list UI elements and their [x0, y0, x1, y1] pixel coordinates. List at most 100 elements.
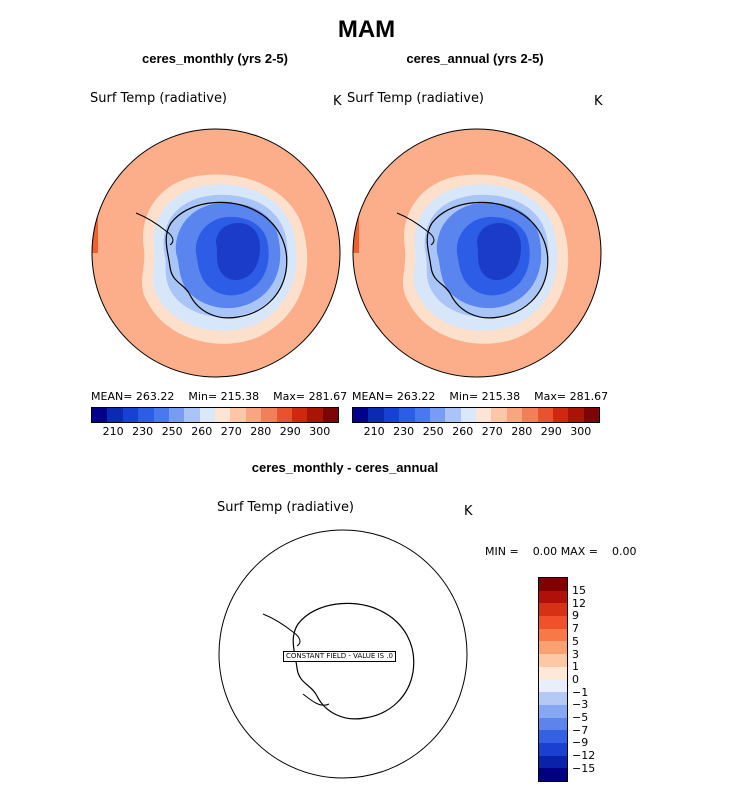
constant-field-label: CONSTANT FIELD - VALUE IS .0 [283, 651, 396, 662]
difference-colorbar-swatch [539, 628, 567, 642]
difference-colorbar [538, 577, 568, 782]
difference-colorbar-swatch [539, 679, 567, 693]
difference-colorbar-tick-label: −1 [572, 685, 589, 699]
difference-colorbar-tick-label: −5 [572, 711, 589, 724]
colorbar-swatch [537, 408, 553, 422]
difference-colorbar-swatch [539, 590, 567, 604]
colorbar-swatch [353, 408, 369, 422]
panel-1-min-value: 215.38 [220, 390, 260, 403]
panel-1-max-label: Max= [273, 390, 306, 403]
panel-2-mean-label: MEAN= [352, 390, 394, 403]
difference-subtitle: ceres_monthly - ceres_annual [251, 460, 439, 475]
colorbar-swatch [245, 408, 262, 422]
difference-colorbar-swatch [539, 768, 567, 781]
difference-colorbar-swatch [539, 742, 567, 756]
colorbar-tick-label: 260 [191, 425, 213, 438]
difference-colorbar-swatch [539, 641, 567, 655]
difference-colorbar-swatch [539, 616, 567, 629]
panel-1-polar-map [91, 128, 341, 378]
panel-2-units: K [594, 94, 603, 109]
panel-1-mean-label: MEAN= [91, 390, 133, 403]
panel-2-max-label: Max= [534, 390, 567, 403]
panel-2-stats: MEAN= 263.22 Min= 215.38 Max= 281.67 [352, 390, 608, 403]
colorbar-tick-label: 290 [540, 425, 562, 438]
colorbar-swatch [460, 408, 476, 422]
difference-colorbar-tick-label: 15 [572, 584, 586, 597]
panel-1-units: K [333, 94, 342, 109]
difference-colorbar-tick-label: −15 [572, 761, 596, 775]
colorbar-swatch [491, 408, 507, 422]
panel-2-max-value: 281.67 [569, 390, 609, 403]
difference-colorbar-tick-label: 9 [572, 609, 579, 623]
colorbar-swatch [568, 408, 584, 422]
colorbar-tick-label: 210 [363, 425, 385, 438]
difference-colorbar-tick-label: −12 [572, 749, 596, 763]
difference-colorbar-tick-label: 5 [572, 634, 579, 648]
colorbar-swatch [138, 408, 154, 422]
colorbar-tick-label: 270 [220, 425, 242, 438]
colorbar-swatch [383, 408, 400, 422]
difference-colorbar-tick-label: 0 [572, 672, 579, 686]
difference-units: K [464, 504, 473, 519]
panel-2-polar-map [352, 128, 602, 378]
colorbar-tick-label: 230 [393, 425, 415, 438]
panel-2-mean-value: 263.22 [396, 390, 436, 403]
colorbar-swatch [445, 408, 461, 422]
difference-min-label: MIN = [485, 545, 519, 558]
colorbar-swatch [230, 408, 246, 422]
difference-colorbar-swatch [539, 755, 567, 769]
difference-stats: MIN = 0.00 MAX = 0.00 [485, 545, 636, 558]
panel-2-min-label: Min= [449, 390, 479, 403]
panel-1-variable-label: Surf Temp (radiative) [90, 91, 228, 106]
panel-2-colorbar-ticks: 210 230 250 260 270 280 290 300 [352, 425, 600, 439]
colorbar-swatch [107, 408, 123, 422]
colorbar-swatch [153, 408, 169, 422]
difference-max-value: 0.00 [611, 545, 637, 558]
difference-colorbar-swatch [539, 654, 567, 667]
colorbar-swatch [199, 408, 215, 422]
difference-colorbar-tick-label: 12 [572, 596, 586, 610]
difference-colorbar-swatch [539, 730, 567, 743]
colorbar-swatch [261, 408, 277, 422]
panel-1-stats: MEAN= 263.22 Min= 215.38 Max= 281.67 [91, 390, 347, 403]
colorbar-tick-label: 300 [309, 425, 331, 438]
difference-colorbar-swatch [539, 666, 567, 680]
colorbar-tick-label: 230 [132, 425, 154, 438]
colorbar-tick-label: 210 [102, 425, 124, 438]
colorbar-tick-label: 260 [452, 425, 474, 438]
colorbar-swatch [184, 408, 200, 422]
colorbar-swatch [583, 408, 599, 422]
difference-max-label: MAX = [560, 545, 598, 558]
panel-2-variable-label: Surf Temp (radiative) [347, 91, 485, 106]
panel-2-colorbar [352, 407, 600, 423]
colorbar-tick-label: 280 [511, 425, 533, 438]
panel-1-subtitle: ceres_monthly (yrs 2-5) [142, 51, 288, 66]
colorbar-swatch [414, 408, 430, 422]
panel-1-colorbar [91, 407, 339, 423]
colorbar-tick-label: 290 [279, 425, 301, 438]
difference-colorbar-tick-label: −3 [572, 698, 589, 712]
difference-colorbar-swatch [539, 603, 567, 617]
colorbar-swatch [215, 408, 231, 422]
colorbar-swatch [291, 408, 308, 422]
difference-colorbar-swatch [539, 717, 567, 731]
difference-colorbar-tick-label: −9 [572, 736, 589, 750]
colorbar-swatch [122, 408, 139, 422]
colorbar-tick-label: 250 [422, 425, 444, 438]
difference-variable-label: Surf Temp (radiative) [217, 500, 355, 515]
panel-1-mean-value: 263.22 [135, 390, 175, 403]
difference-colorbar-swatch [539, 578, 567, 591]
colorbar-swatch [307, 408, 323, 422]
panel-2-min-value: 215.38 [481, 390, 521, 403]
panel-1-colorbar-ticks: 210 230 250 260 270 280 290 300 [91, 425, 339, 439]
colorbar-swatch [522, 408, 538, 422]
difference-colorbar-swatch [539, 692, 567, 705]
figure-title: MAM [337, 16, 396, 43]
colorbar-swatch [276, 408, 292, 422]
difference-colorbar-tick-label: 7 [572, 622, 579, 636]
colorbar-swatch [506, 408, 523, 422]
panel-1-max-value: 281.67 [308, 390, 348, 403]
colorbar-swatch [368, 408, 384, 422]
colorbar-swatch [168, 408, 185, 422]
difference-min-value: 0.00 [532, 545, 558, 558]
